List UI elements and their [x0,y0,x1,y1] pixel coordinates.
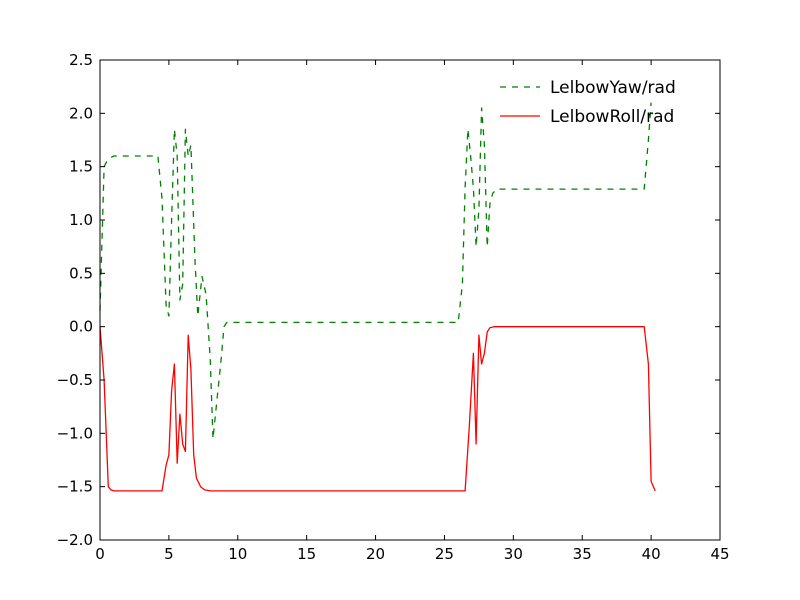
y-tick-label: −1.5 [57,478,93,496]
x-tick-label: 0 [95,545,105,563]
legend-label-0: LelbowYaw/rad [550,78,676,98]
x-tick-label: 20 [366,545,385,563]
tick-layer: 0 5 10 15 20 25 30 35 40 45 −2.0 −1.5 −1.0 −0.5 0.0 0.5… [57,51,730,563]
series-line-1 [99,326,656,492]
x-tick-label: 15 [297,545,316,563]
y-tick-label: 0.5 [69,264,93,282]
y-tick-label: −0.5 [57,371,93,389]
series-line-0 [99,102,652,440]
y-tick-label: −1.0 [57,424,93,442]
y-tick-label: −2.0 [57,531,93,549]
y-tick-label: 1.5 [69,158,93,176]
x-tick-label: 45 [710,545,729,563]
x-tick-label: 10 [228,545,247,563]
x-tick-label: 40 [642,545,661,563]
x-tick-label: 35 [573,545,592,563]
legend: LelbowYaw/rad LelbowRoll/rad [500,78,676,127]
series-layer [99,102,656,492]
x-tick-label: 5 [164,545,174,563]
x-tick-label: 30 [504,545,523,563]
plot-frame [99,59,721,541]
legend-label-1: LelbowRoll/rad [550,107,674,127]
y-tick-label: 2.5 [69,51,93,69]
y-tick-label: 2.0 [69,104,93,122]
y-tick-label: 0.0 [69,318,93,336]
y-tick-label: 1.0 [69,211,93,229]
x-tick-label: 25 [435,545,454,563]
